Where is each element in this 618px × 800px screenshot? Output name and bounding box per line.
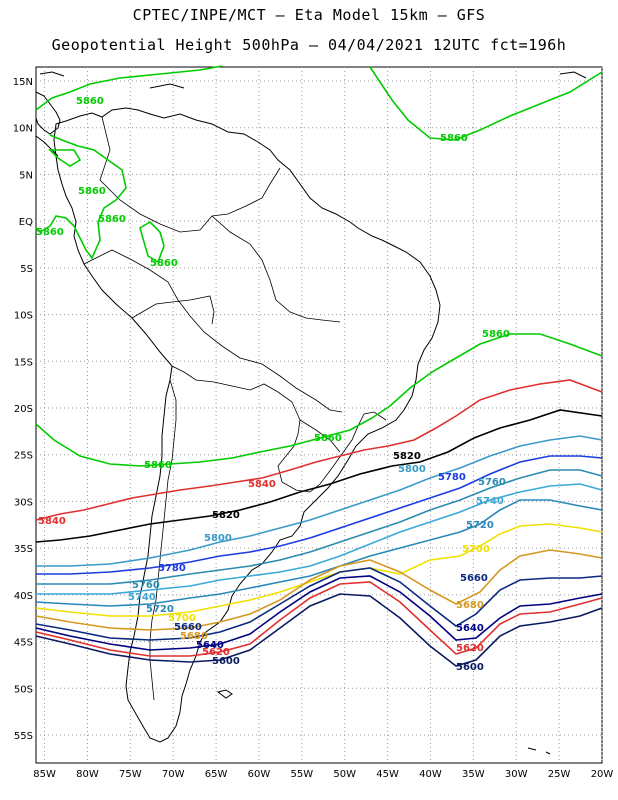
lat-tick-label: 10N xyxy=(13,124,33,135)
lon-tick-label: 35W xyxy=(462,769,485,780)
contour-label: 5860 xyxy=(482,329,510,340)
chart-title-line1: CPTEC/INPE/MCT – Eta Model 15km – GFS xyxy=(132,6,486,24)
contour-label: 5760 xyxy=(478,477,506,488)
contour-label: 5640 xyxy=(196,640,224,651)
contour-5840 xyxy=(35,379,603,521)
caribbean-islands xyxy=(39,71,587,89)
lon-tick-label: 45W xyxy=(376,769,399,780)
lat-tick-label: 45S xyxy=(14,638,33,649)
lon-tick-label: 50W xyxy=(333,769,356,780)
lon-tick-label: 30W xyxy=(505,769,528,780)
lon-tick-label: 85W xyxy=(33,769,56,780)
lat-tick-label: 5S xyxy=(20,264,33,275)
lon-tick-label: 80W xyxy=(76,769,99,780)
contour-5860-nw-coast xyxy=(35,134,127,260)
contour-label: 5800 xyxy=(398,464,426,475)
lat-tick-label: 50S xyxy=(14,684,33,695)
lat-tick-label: 40S xyxy=(14,591,33,602)
map-grid xyxy=(36,67,603,763)
south-georgia xyxy=(527,747,551,755)
contour-5720 xyxy=(35,499,603,607)
contour-5780 xyxy=(36,455,603,575)
contour-label: 5820 xyxy=(393,451,421,462)
contour-label: 5780 xyxy=(158,563,186,574)
central-america-coast xyxy=(35,91,61,135)
contour-5860-ne xyxy=(369,66,603,141)
contour-label: 5860 xyxy=(76,96,104,107)
contour-label: 5740 xyxy=(128,592,156,603)
contour-label: 5840 xyxy=(248,479,276,490)
contour-5860-north xyxy=(35,65,223,111)
contour-5760 xyxy=(36,469,603,585)
lat-tick-label: 10S xyxy=(14,311,33,322)
lat-tick-label: 55S xyxy=(14,731,33,742)
contour-label: 5840 xyxy=(38,516,66,527)
lat-tick-label: 5N xyxy=(19,170,33,181)
contour-label: 5740 xyxy=(476,496,504,507)
contour-label: 5720 xyxy=(466,520,494,531)
contour-label: 5660 xyxy=(174,622,202,633)
contour-label: 5860 xyxy=(78,186,106,197)
contour-label: 5660 xyxy=(460,573,488,584)
lon-tick-label: 40W xyxy=(419,769,442,780)
coastlines xyxy=(35,71,587,755)
contour-label: 5860 xyxy=(98,214,126,225)
contour-label: 5680 xyxy=(180,631,208,642)
contour-5660 xyxy=(35,567,603,641)
contour-label: 5820 xyxy=(212,510,240,521)
longitude-tick-labels: 85W 80W 75W 70W 65W 60W 55W 50W 45W 40W 35W 30W 25W 2… xyxy=(33,769,613,780)
contour-5800 xyxy=(36,435,603,567)
contour-label: 5720 xyxy=(146,604,174,615)
contour-5680 xyxy=(35,549,603,631)
contour-label: 5620 xyxy=(202,647,230,658)
contour-label: 5620 xyxy=(456,643,484,654)
lat-tick-label: 25S xyxy=(14,451,33,462)
falkland-islands xyxy=(216,689,233,699)
lat-tick-label: 35S xyxy=(14,544,33,555)
lon-tick-label: 75W xyxy=(119,769,142,780)
lat-tick-label: 20S xyxy=(14,404,33,415)
lon-tick-label: 25W xyxy=(548,769,571,780)
lat-tick-label: 15N xyxy=(13,77,33,88)
contour-label: 5860 xyxy=(150,258,178,269)
contour-5740 xyxy=(36,483,603,595)
lat-tick-label: 15S xyxy=(14,357,33,368)
lat-tick-label: EQ xyxy=(19,217,33,228)
lon-tick-label: 65W xyxy=(205,769,228,780)
contour-label: 5700 xyxy=(168,613,196,624)
contour-5640 xyxy=(35,575,603,651)
panama-coast xyxy=(35,135,59,157)
lat-tick-label: 30S xyxy=(14,497,33,508)
contour-label: 5680 xyxy=(456,600,484,611)
contour-label: 5760 xyxy=(132,580,160,591)
contour-5860-central xyxy=(35,333,603,467)
map-frame xyxy=(35,66,603,764)
contour-5860-small xyxy=(139,220,165,264)
chart-title-line2: Geopotential Height 500hPa – 04/04/2021 … xyxy=(51,36,567,54)
contour-5600 xyxy=(35,593,603,667)
contour-label: 5780 xyxy=(438,472,466,483)
contour-label: 5860 xyxy=(144,460,172,471)
contour-label: 5600 xyxy=(212,656,240,667)
latitude-tick-labels: 15N 10N 5N EQ 5S 10S 15S 20S 25S 30S 35S 40S 45S 50S 5… xyxy=(13,77,33,742)
lon-tick-label: 55W xyxy=(291,769,314,780)
lon-tick-label: 70W xyxy=(162,769,185,780)
contour-label-layer: 5860 5860 5860 5860 5860 5860 5860 5860 … xyxy=(36,96,510,673)
contour-label: 5700 xyxy=(462,544,490,555)
contour-label: 5860 xyxy=(314,433,342,444)
lon-tick-label: 60W xyxy=(248,769,271,780)
contour-label: 5800 xyxy=(204,533,232,544)
south-america-coast xyxy=(53,107,441,743)
contour-label: 5860 xyxy=(440,133,468,144)
contour-5820 xyxy=(35,409,603,543)
country-borders xyxy=(83,116,387,701)
contour-5620 xyxy=(35,581,603,657)
contour-label: 5860 xyxy=(36,227,64,238)
lon-tick-label: 20W xyxy=(591,769,614,780)
contour-5860-islands xyxy=(48,149,82,167)
contour-lines xyxy=(35,65,603,667)
contour-label: 5600 xyxy=(456,662,484,673)
contour-label: 5640 xyxy=(456,623,484,634)
